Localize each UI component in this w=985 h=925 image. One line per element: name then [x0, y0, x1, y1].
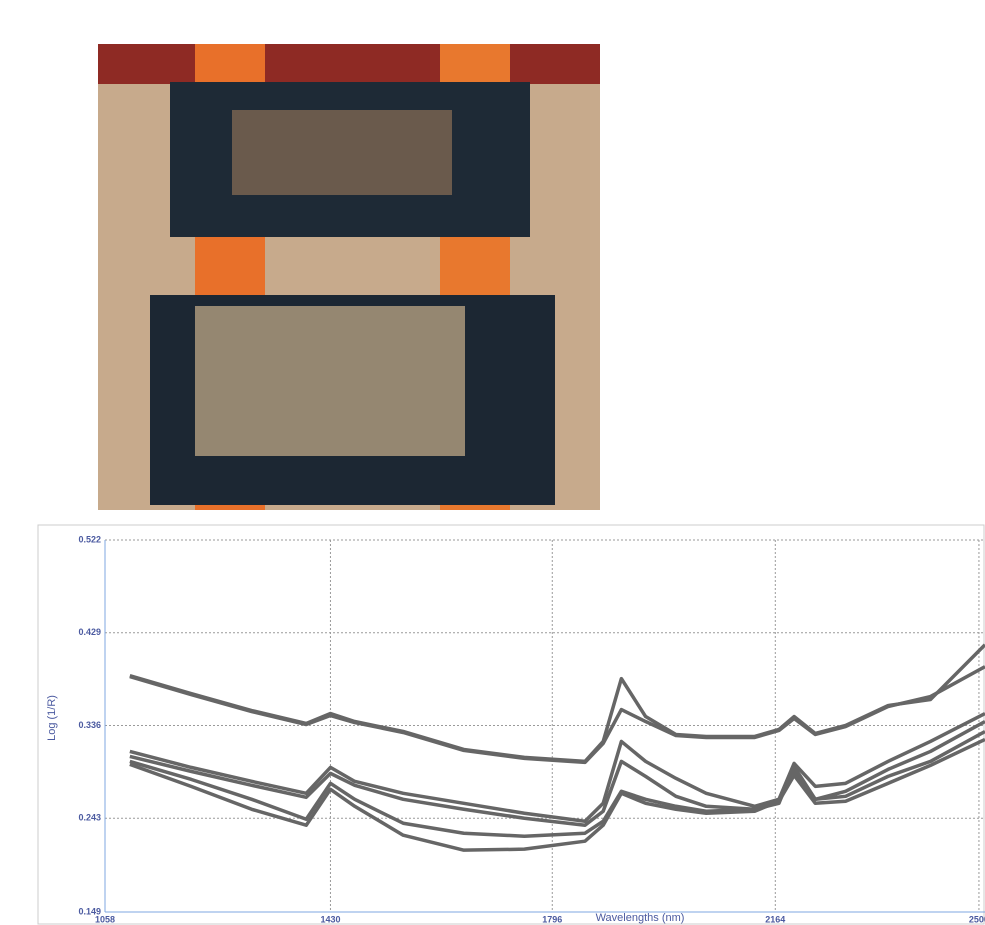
y-tick-label: 0.336: [78, 720, 101, 730]
x-axis-title: Wavelengths (nm): [596, 912, 685, 924]
spectrum-line: [129, 711, 985, 823]
y-tick-label: 0.149: [78, 906, 101, 916]
chart-frame: [37, 524, 985, 925]
spectrum-line: [129, 737, 985, 852]
x-tick-label: 1430: [320, 914, 340, 924]
spectrum-line: [129, 729, 985, 838]
y-axis-title: Log (1/R): [46, 695, 58, 741]
x-tick-label: 1796: [542, 914, 562, 924]
x-tick-label: 2164: [765, 914, 785, 924]
spectrum-line: [129, 665, 985, 765]
y-tick-label: 0.243: [78, 813, 101, 823]
photo: [98, 44, 600, 510]
y-tick-label: 0.522: [78, 534, 101, 544]
y-tick-label: 0.429: [78, 627, 101, 637]
x-tick-label: 1058: [95, 914, 115, 924]
x-tick-label: 2500: [969, 914, 985, 924]
